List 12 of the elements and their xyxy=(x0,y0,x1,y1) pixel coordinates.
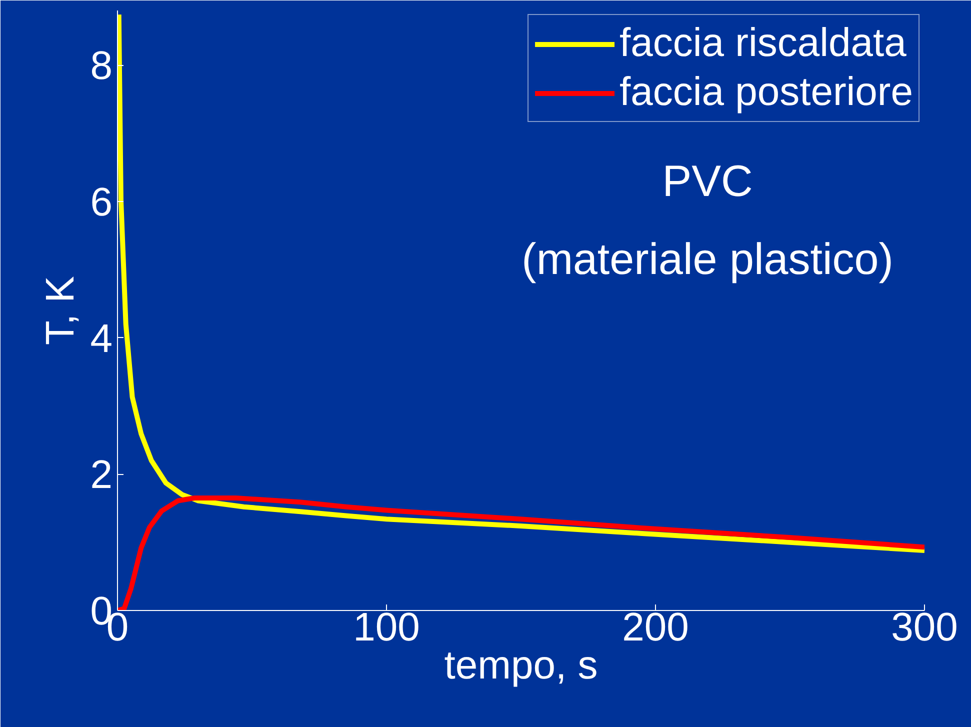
y-tick-label: 2 xyxy=(90,453,113,498)
y-axis-title: T, K xyxy=(38,276,82,345)
legend-label: faccia riscaldata xyxy=(620,21,906,66)
annotation: PVC (materiale plastico) xyxy=(522,156,894,284)
x-tick-label: 300 xyxy=(891,606,958,650)
x-tick-label: 100 xyxy=(353,606,420,650)
y-tick-label: 4 xyxy=(90,316,113,361)
x-tick-label: 200 xyxy=(622,606,689,650)
legend-label: faccia posteriore xyxy=(620,70,913,115)
y-tick-label: 8 xyxy=(90,44,113,88)
x-axis-title: tempo, s xyxy=(444,644,598,688)
y-tick-label: 6 xyxy=(90,180,113,224)
